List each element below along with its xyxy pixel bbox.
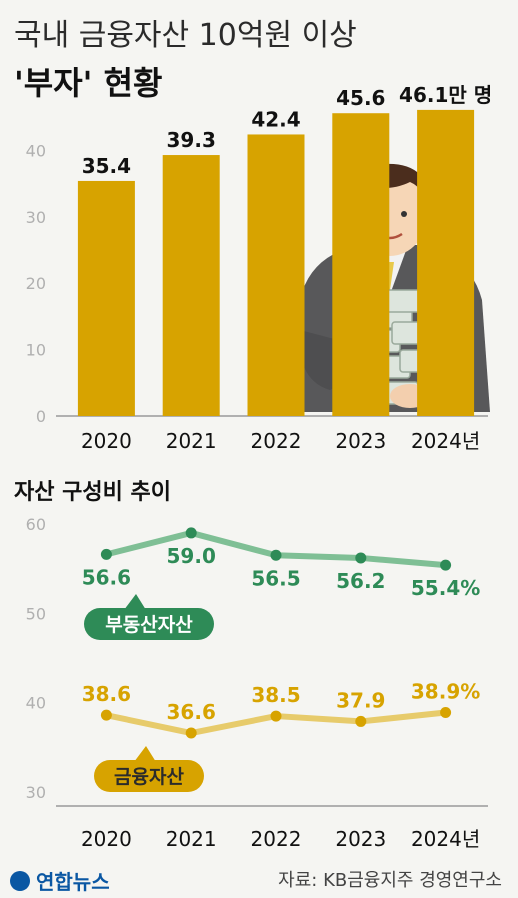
data-label: 38.6 [82,682,131,706]
chart-title-line2: '부자' 현황 [14,64,163,102]
data-label: 56.5 [251,566,300,590]
series-name-label: 금융자산 [114,766,184,788]
data-point [440,706,452,718]
source-credit: 자료: KB금융지주 경영연구소 [278,870,502,891]
bar-y-tick-label: 10 [26,341,46,360]
bar [417,109,475,416]
bar-y-tick-label: 0 [36,407,46,426]
series-name-badge: 부동산자산 [84,594,214,640]
bar-x-tick-label: 2020 [81,429,132,453]
line-y-tick-label: 60 [26,515,46,534]
bar-y-tick-label: 20 [26,274,46,293]
data-label: 56.2 [336,569,385,593]
bar-value-label: 45.6 [336,86,385,110]
bar [247,134,305,417]
data-point [355,552,367,564]
yonhap-logo: 연합뉴스 [10,866,110,895]
bar-x-tick-label: 2023 [335,429,386,453]
badge-background [94,760,204,792]
data-point [270,710,282,722]
line-x-tick-label: 2023 [335,827,386,851]
series-name-label: 부동산자산 [105,614,193,636]
logo-text: 연합뉴스 [36,870,110,894]
line-y-tick-label: 50 [26,604,46,623]
line-x-tick-label: 2021 [166,827,217,851]
line-x-tick-label: 2020 [81,827,132,851]
data-label: 59.0 [167,544,216,568]
bar [332,113,390,416]
badge-background [84,608,214,640]
line-y-tick-label: 30 [26,783,46,802]
bar-x-tick-label: 2021 [166,429,217,453]
data-label: 36.6 [167,700,216,724]
bar-y-tick-label: 30 [26,208,46,227]
data-label: 55.4% [411,576,480,600]
badge-pointer [134,746,156,762]
data-label: 37.9 [336,688,385,712]
bar [162,155,220,416]
data-label: 38.5 [251,683,300,707]
data-label: 38.9% [411,679,480,703]
line-x-tick-label: 2022 [251,827,302,851]
data-point [440,559,452,571]
series-name-badge: 금융자산 [94,746,204,792]
bar-value-label: 35.4 [82,154,131,178]
bar-value-label: 39.3 [167,128,216,152]
data-point [270,549,282,561]
data-point [100,548,112,560]
data-point [185,727,197,739]
yonhap-logo-icon [10,870,30,891]
line-y-tick-label: 40 [26,694,46,713]
data-point [185,527,197,539]
bar-x-tick-label: 2024년 [411,429,480,453]
bar-x-tick-label: 2022 [251,429,302,453]
bar-value-label: 42.4 [251,107,300,131]
data-label: 56.6 [82,565,131,589]
badge-pointer [124,594,146,610]
bar [77,180,135,416]
data-point [355,715,367,727]
data-point [100,709,112,721]
bar-value-label: 46.1만 명 [399,83,492,107]
chart-title-line1: 국내 금융자산 10억원 이상 [14,18,357,53]
section-subtitle: 자산 구성비 추이 [14,480,171,505]
bar-y-tick-label: 40 [26,141,46,160]
line-x-tick-label: 2024년 [411,827,480,851]
